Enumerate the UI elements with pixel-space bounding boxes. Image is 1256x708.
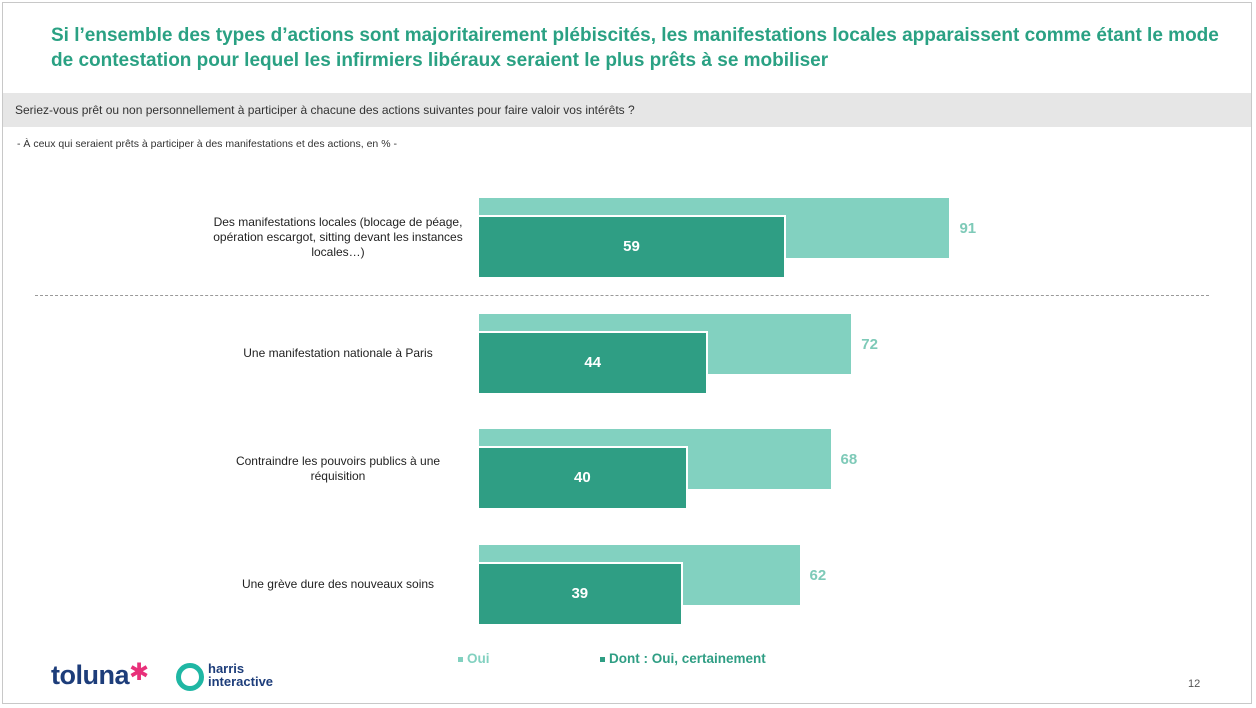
legend-swatch-oui [458, 656, 463, 662]
question-text: Seriez-vous prêt ou non personnellement … [15, 103, 635, 117]
value-label-certainement: 59 [623, 238, 640, 255]
toluna-logo: toluna✱ [51, 659, 149, 690]
value-label-oui: 72 [861, 336, 878, 353]
legend-label-certainement: Dont : Oui, certainement [609, 651, 766, 666]
page-title: Si l’ensemble des types d’actions sont m… [51, 25, 1219, 71]
base-note: - À ceux qui seraient prêts à participer… [17, 138, 397, 150]
value-label-oui: 62 [809, 567, 827, 584]
category-label: Une grève dure des nouveaux soins [241, 577, 435, 591]
dashed-divider [35, 295, 1209, 296]
legend-item-certainement: Dont : Oui, certainement [600, 651, 766, 666]
harris-ring-icon [176, 663, 204, 691]
harris-interactive-logo: harris interactive [208, 661, 274, 689]
bar-certainement [479, 564, 681, 624]
legend-label-oui: Oui [467, 651, 490, 666]
category-label: Des manifestations locales (blocage de p… [213, 215, 463, 259]
value-label-certainement: 44 [584, 354, 602, 371]
value-label-oui: 68 [840, 451, 858, 468]
value-label-certainement: 40 [574, 469, 591, 486]
page-number: 12 [1188, 678, 1201, 690]
asterisk-icon: ✱ [129, 659, 149, 686]
category-label: Une manifestation nationale à Paris [243, 346, 433, 360]
category-label: Contraindre les pouvoirs publics à une r… [235, 453, 441, 483]
value-label-certainement: 39 [571, 585, 589, 602]
legend-swatch-certainement [600, 656, 605, 662]
bar-certainement [479, 448, 686, 508]
value-label-oui: 91 [959, 220, 977, 237]
question-band: Seriez-vous prêt ou non personnellement … [3, 93, 1251, 127]
bar-certainement [479, 333, 707, 393]
bar-certainement [479, 217, 785, 277]
legend-item-oui: Oui [458, 651, 490, 666]
